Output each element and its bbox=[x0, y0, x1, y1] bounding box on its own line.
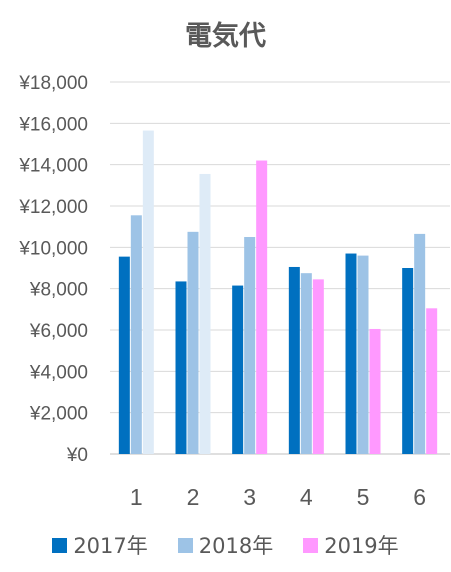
bar-2018年-3 bbox=[244, 237, 256, 454]
x-tick-label: 1 bbox=[130, 484, 143, 510]
bar-2019年-5 bbox=[369, 328, 381, 454]
y-tick-label: ¥14,000 bbox=[18, 156, 88, 177]
bar-2018年-1 bbox=[130, 215, 142, 454]
legend-swatch bbox=[52, 537, 68, 553]
bar-2017年-6 bbox=[402, 268, 414, 454]
y-tick-label: ¥18,000 bbox=[18, 73, 88, 94]
y-axis-ticks: ¥0 ¥2,000 ¥4,000 ¥6,000 ¥8,000 ¥10,000 ¥12,000… bbox=[18, 73, 88, 466]
bar-2019年-2 bbox=[199, 173, 211, 454]
bar-2017年-5 bbox=[345, 253, 357, 454]
bar-2017年-2 bbox=[175, 281, 187, 454]
bar-2018年-4 bbox=[300, 273, 312, 454]
x-tick-label: 6 bbox=[413, 484, 426, 510]
y-tick-label: ¥4,000 bbox=[29, 362, 88, 383]
bar-2017年-3 bbox=[232, 285, 244, 454]
legend-item: 2017年 bbox=[52, 530, 148, 560]
legend-item: 2018年 bbox=[177, 530, 274, 560]
x-tick-label: 4 bbox=[300, 484, 313, 510]
y-tick-label: ¥0 bbox=[66, 445, 88, 466]
x-tick-label: 3 bbox=[243, 484, 256, 510]
y-tick-label: ¥8,000 bbox=[29, 280, 88, 301]
legend-label: 2019年 bbox=[324, 534, 399, 558]
y-tick-label: ¥2,000 bbox=[29, 404, 88, 425]
y-tick-label: ¥6,000 bbox=[29, 321, 88, 342]
legend: 2017年 2018年 2019年 bbox=[0, 530, 451, 560]
x-tick-label: 5 bbox=[357, 484, 370, 510]
chart-title: 電気代 bbox=[185, 21, 266, 52]
legend-swatch bbox=[303, 537, 319, 553]
y-tick-label: ¥16,000 bbox=[18, 114, 88, 135]
legend-label: 2018年 bbox=[198, 534, 274, 558]
bar-chart: ¥0 ¥2,000 ¥4,000 ¥6,000 ¥8,000 ¥10,000 ¥12,000… bbox=[18, 73, 450, 510]
x-tick-label: 2 bbox=[187, 484, 200, 510]
legend-label: 2017年 bbox=[73, 534, 148, 558]
bar-2017年-1 bbox=[118, 256, 130, 454]
y-tick-label: ¥12,000 bbox=[18, 197, 88, 218]
legend-item: 2019年 bbox=[303, 530, 399, 560]
bar-2019年-3 bbox=[256, 160, 268, 455]
x-axis-ticks: 1 2 3 4 5 6 bbox=[130, 484, 426, 510]
bar-2019年-4 bbox=[312, 279, 324, 454]
bar-2018年-6 bbox=[414, 233, 426, 454]
y-tick-label: ¥10,000 bbox=[18, 238, 88, 259]
bar-2019年-1 bbox=[142, 130, 154, 455]
legend-swatch bbox=[177, 537, 193, 553]
bar-2019年-6 bbox=[426, 308, 438, 454]
gridlines bbox=[110, 81, 450, 455]
bar-2018年-2 bbox=[187, 231, 199, 454]
bars bbox=[118, 130, 438, 455]
bar-2017年-4 bbox=[288, 266, 300, 454]
bar-2018年-5 bbox=[357, 255, 369, 454]
